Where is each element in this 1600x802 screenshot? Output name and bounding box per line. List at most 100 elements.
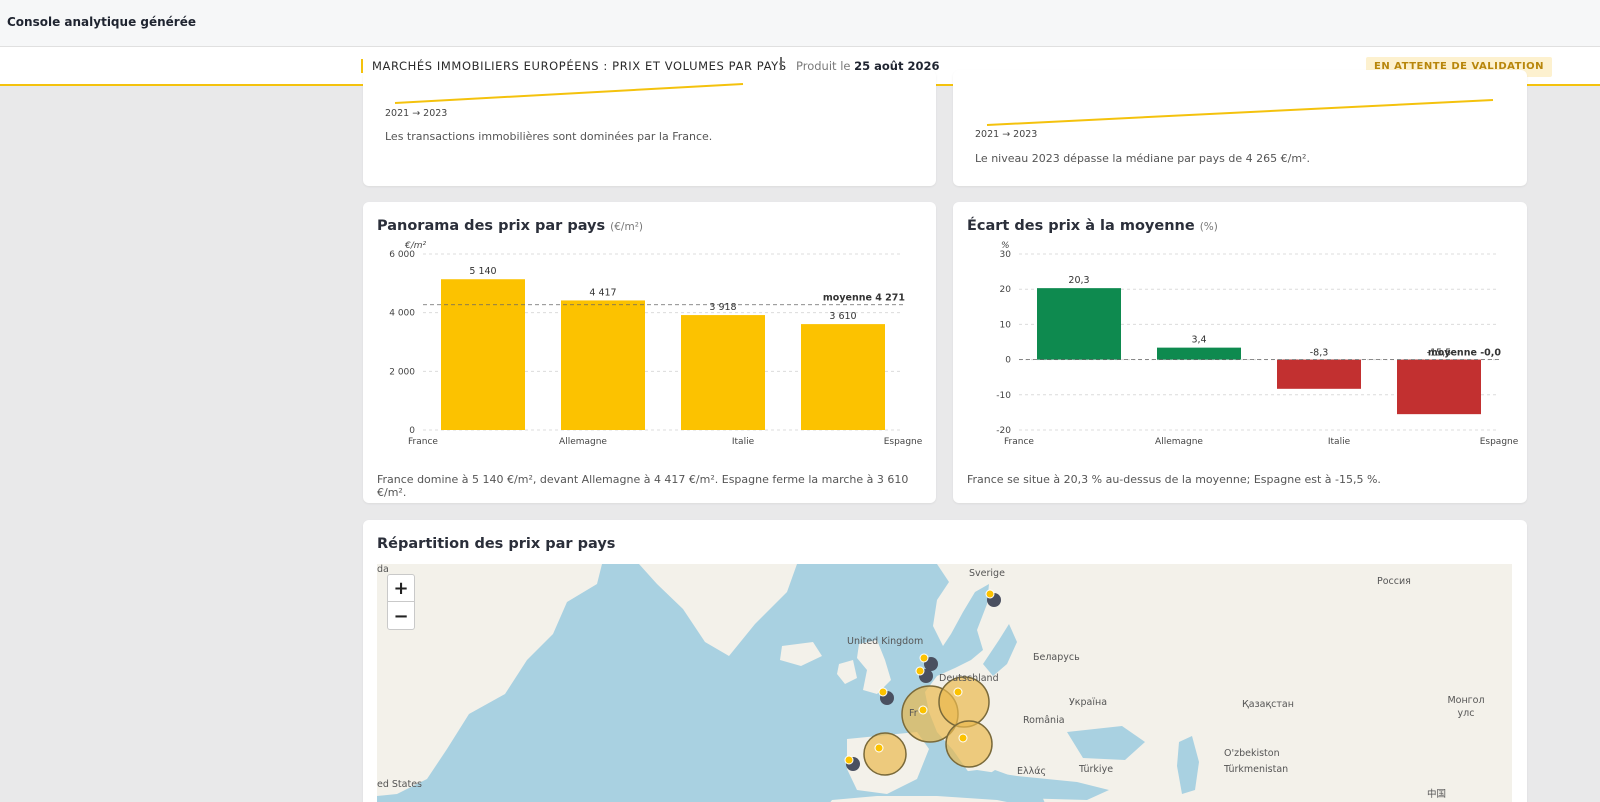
map-label-uzbekistan: O'zbekiston — [1224, 748, 1280, 759]
kpi-range-left: 2021 → 2023 — [385, 108, 448, 119]
zoom-out-button[interactable]: − — [393, 606, 409, 627]
map-label-sverige: Sverige — [969, 568, 1005, 579]
map-bubble-spain[interactable] — [863, 732, 907, 776]
map-label-deutschland: Deutschland — [939, 673, 999, 684]
map-label-china: 中国 — [1427, 789, 1447, 800]
x-tick-label: Italie — [732, 437, 755, 447]
y-tick-label: 20 — [1000, 285, 1012, 295]
price-chart-title: Panorama des prix par pays (€/m²) — [377, 218, 643, 234]
y-tick-label: 0 — [1005, 356, 1011, 366]
reference-line-label: moyenne -0,0 — [1428, 348, 1502, 359]
map-label-russia: Россия — [1377, 576, 1411, 587]
map-label-romania: România — [1023, 715, 1065, 726]
map-bubble-germany[interactable] — [938, 676, 990, 728]
map-dot-italy — [958, 733, 968, 743]
map-zoom-control: + − — [387, 574, 415, 630]
bar-france — [441, 279, 525, 430]
y-tick-label: 2 000 — [389, 367, 415, 377]
price-bar-chart: €/m² 0 2 000 4 000 6 000 5 140 4 417 3 918 3 610… — [389, 241, 923, 447]
app-title: Console analytique générée — [7, 15, 196, 29]
gap-chart-title-text: Écart des prix à la moyenne — [967, 218, 1195, 234]
bar-value-label: -8,3 — [1310, 348, 1329, 359]
y-tick-label: -20 — [996, 426, 1011, 436]
map-label-greece: Ελλάς — [1017, 766, 1047, 777]
kpi-note-left: Les transactions immobilières sont domin… — [385, 130, 713, 143]
y-axis-unit-label: % — [1001, 241, 1010, 251]
map-dot-portugal — [844, 755, 854, 765]
zoom-in-button[interactable]: + — [388, 575, 414, 602]
map-dot-ireland — [878, 687, 888, 697]
sparkline-line — [394, 83, 744, 104]
map-dot-sweden — [985, 589, 995, 599]
gap-chart-card: Écart des prix à la moyenne (%) % -20 -10 0 1… — [953, 202, 1527, 503]
map-label-france: Fr — [909, 708, 918, 719]
map-dot-netherlands — [919, 653, 929, 663]
landmass-great-britain — [857, 640, 891, 694]
bar-value-label: 20,3 — [1068, 275, 1089, 286]
y-tick-label: 6 000 — [389, 250, 415, 260]
report-date-prefix: Produit le — [796, 59, 851, 73]
bar-italie — [1277, 359, 1361, 389]
map-label-kazakhstan: Қазақстан — [1242, 699, 1294, 710]
bar-allemagne — [1157, 347, 1241, 360]
map-bubble-italy[interactable] — [945, 720, 993, 768]
map-basemap — [377, 564, 1512, 802]
kpi-range-right: 2021 → 2023 — [975, 129, 1038, 140]
sea-black — [1067, 726, 1145, 760]
map-dot-belgium — [915, 666, 925, 676]
x-tick-label: Allemagne — [1155, 437, 1203, 447]
y-tick-label: 0 — [409, 426, 415, 436]
bar-value-label: 5 140 — [469, 266, 496, 277]
map-label-united-kingdom: United Kingdom — [847, 636, 924, 647]
x-tick-label: Italie — [1328, 437, 1351, 447]
y-tick-label: -10 — [996, 391, 1011, 401]
bar-italie — [681, 315, 765, 430]
map-label-canada: da — [377, 564, 389, 575]
report-title: MARCHÉS IMMOBILIERS EUROPÉENS : PRIX ET … — [372, 59, 787, 73]
price-chart-footer: France domine à 5 140 €/m², devant Allem… — [377, 473, 909, 499]
report-accent-bar — [361, 59, 363, 73]
gap-chart-title: Écart des prix à la moyenne (%) — [967, 218, 1218, 234]
landmass-eurasia — [925, 564, 1512, 802]
bar-allemagne — [561, 300, 645, 430]
sparkline-line — [986, 99, 1494, 126]
map-dot-spain — [874, 743, 884, 753]
gap-chart-footer: France se situe à 20,3 % au-dessus de la… — [967, 473, 1381, 486]
y-axis-unit-label: €/m² — [404, 241, 427, 251]
sea-caspian — [1177, 736, 1199, 794]
bar-value-label: 3,4 — [1191, 335, 1206, 346]
map-canvas[interactable]: Sverige Россия United Kingdom Беларусь D… — [377, 564, 1512, 802]
x-tick-label: France — [408, 437, 438, 447]
sea-baltic — [983, 624, 1017, 676]
bar-value-label: 4 417 — [589, 287, 616, 298]
map-label-united-states: ed States — [377, 779, 422, 790]
kpi-sparkline-right — [986, 99, 1494, 126]
price-chart-unit: (€/m²) — [610, 221, 644, 233]
report-date: Produit le 25 août 2026 — [796, 59, 940, 73]
map-title: Répartition des prix par pays — [377, 536, 616, 552]
kpi-card-price-level: 2021 → 2023 Le niveau 2023 dépasse la mé… — [953, 70, 1527, 186]
bar-espagne — [801, 324, 885, 430]
bar-espagne — [1397, 359, 1481, 415]
app-header: Console analytique générée — [0, 0, 1600, 47]
y-tick-label: 10 — [1000, 320, 1012, 330]
x-tick-label: Allemagne — [559, 437, 607, 447]
gap-bar-chart: % -20 -10 0 10 20 30 20,3 3,4 -8,3 -15,5 France Alle… — [996, 241, 1519, 447]
map-label-ukraine: Україна — [1069, 697, 1108, 708]
report-date-value: 25 août 2026 — [854, 59, 940, 73]
x-tick-label: France — [1004, 437, 1034, 447]
sea-mediterranean — [929, 770, 1109, 800]
map-dot-france — [918, 705, 928, 715]
kpi-sparkline-left — [394, 83, 744, 104]
x-tick-label: Espagne — [1480, 437, 1519, 447]
y-tick-label: 4 000 — [389, 309, 415, 319]
landmass-north-america — [377, 564, 602, 796]
landmass-ireland — [837, 660, 857, 684]
map-label-belarus: Беларусь — [1033, 652, 1080, 663]
price-chart-title-text: Panorama des prix par pays — [377, 218, 606, 234]
bar-value-label: 3 610 — [829, 311, 856, 322]
x-tick-label: Espagne — [884, 437, 923, 447]
report-separator — [780, 57, 782, 74]
reference-line-label: moyenne 4 271 — [823, 293, 905, 304]
price-chart-card: Panorama des prix par pays (€/m²) €/m² 0 2 … — [363, 202, 936, 503]
